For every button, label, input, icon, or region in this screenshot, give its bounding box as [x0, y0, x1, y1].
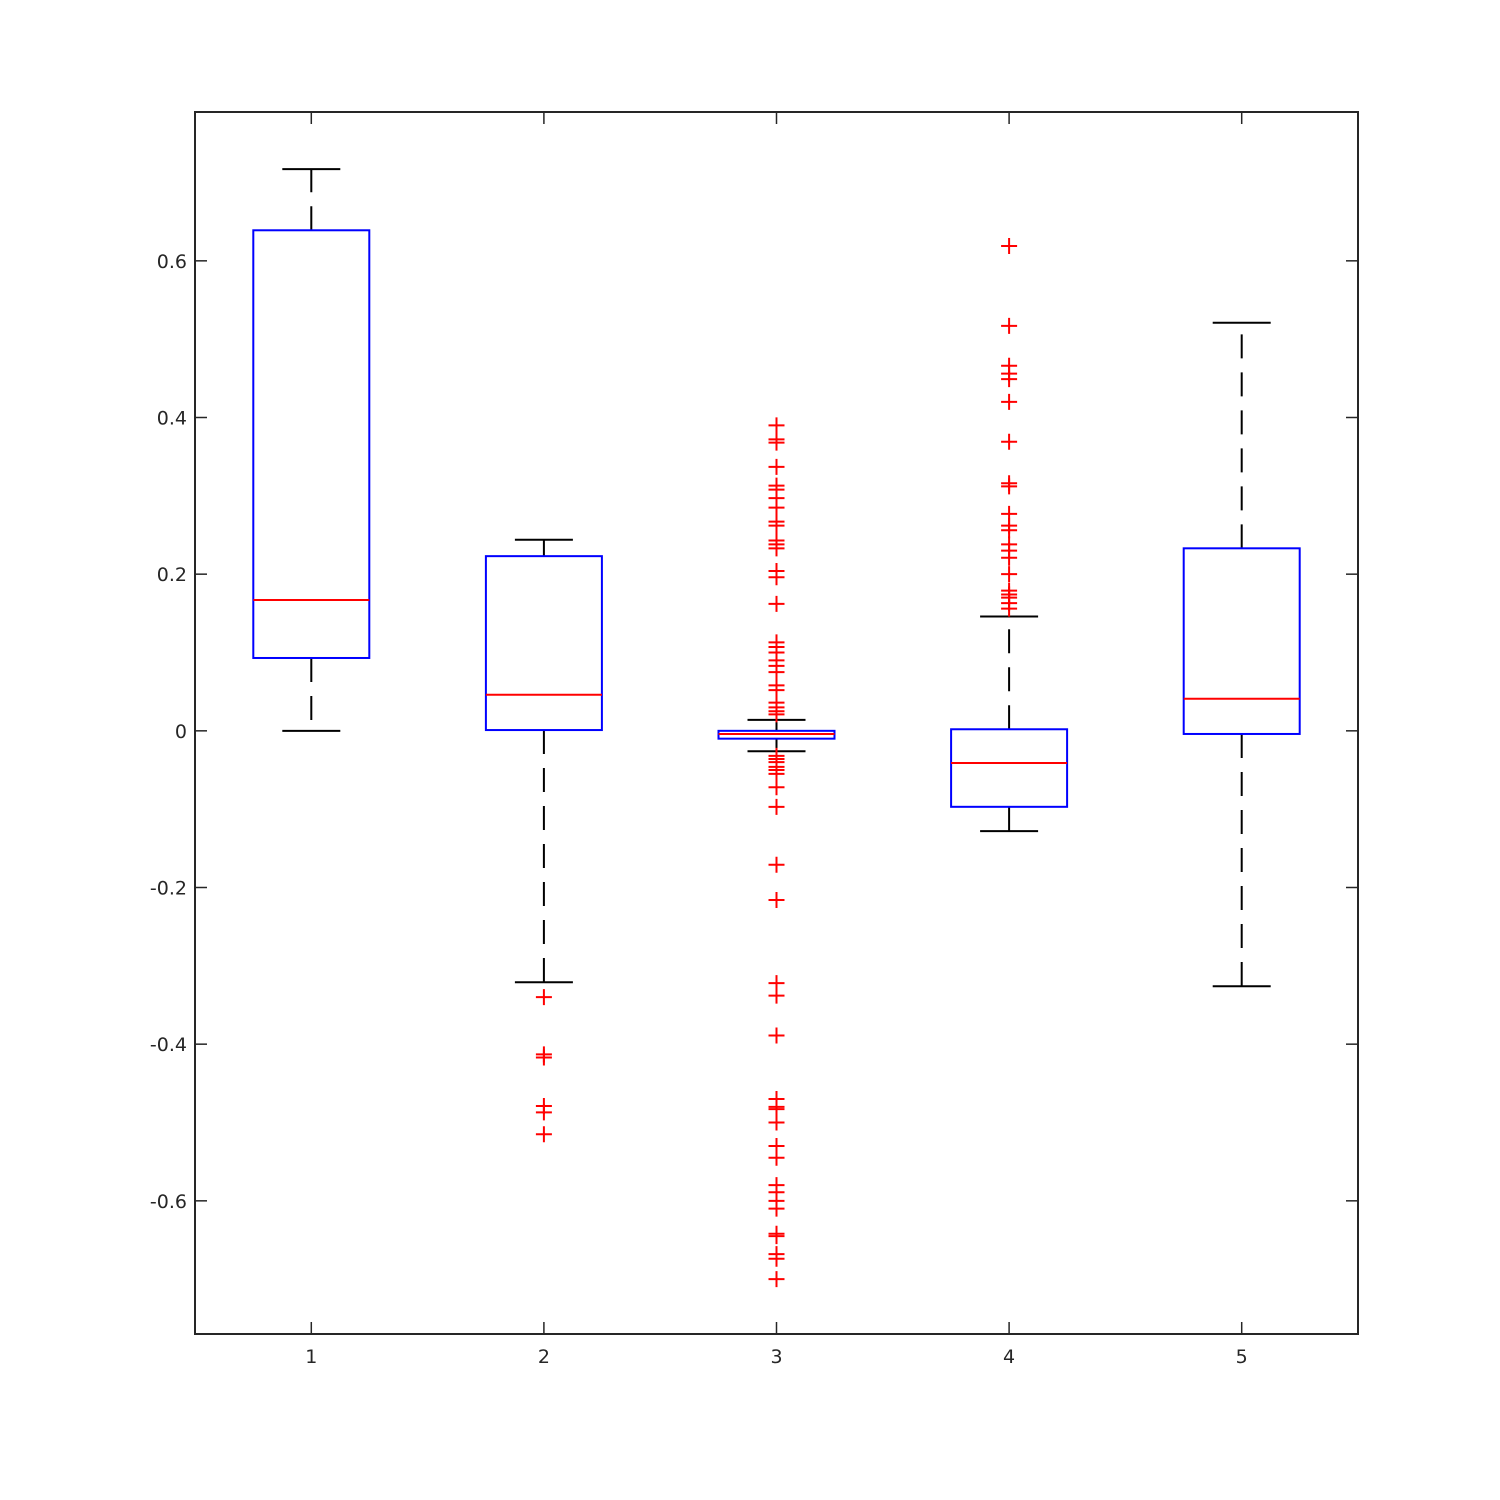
- outlier-marker: [1001, 393, 1018, 410]
- outlier-marker: [768, 458, 785, 475]
- outlier-marker: [768, 1271, 785, 1288]
- outlier-marker: [768, 892, 785, 909]
- y-tick-label: 0.2: [157, 564, 187, 586]
- outlier-marker: [768, 987, 785, 1004]
- outlier-marker: [768, 417, 785, 434]
- x-tick-label: 4: [1003, 1346, 1015, 1368]
- box-iqr: [484, 555, 603, 732]
- outlier-marker: [768, 1200, 785, 1217]
- outlier-marker: [535, 1126, 552, 1143]
- outlier-marker: [1001, 600, 1018, 617]
- outlier-marker: [768, 517, 785, 534]
- outlier-marker: [768, 1149, 785, 1166]
- outlier-marker: [768, 595, 785, 612]
- x-tick-label: 3: [770, 1346, 782, 1368]
- box-group-4: [950, 237, 1069, 833]
- outlier-marker: [535, 989, 552, 1006]
- outlier-marker: [768, 1250, 785, 1267]
- outlier-marker: [1001, 522, 1018, 539]
- outlier-marker: [535, 1104, 552, 1121]
- outlier-marker: [768, 798, 785, 815]
- outlier-marker: [768, 569, 785, 586]
- outlier-marker: [1001, 317, 1018, 334]
- outlier-marker: [768, 779, 785, 796]
- outlier-marker: [768, 856, 785, 873]
- box-iqr: [1182, 547, 1301, 735]
- box-group-2: [484, 538, 603, 1143]
- outlier-marker: [768, 1228, 785, 1245]
- outlier-marker: [768, 434, 785, 451]
- x-tick-label: 1: [305, 1346, 317, 1368]
- y-tick-label: 0.6: [157, 251, 187, 273]
- outlier-marker: [1001, 478, 1018, 495]
- outlier-marker: [1001, 433, 1018, 450]
- outlier-marker: [768, 499, 785, 516]
- y-tick-label: -0.4: [150, 1034, 187, 1056]
- y-tick-label: -0.2: [150, 878, 187, 900]
- outlier-marker: [535, 1049, 552, 1066]
- outlier-marker: [768, 1027, 785, 1044]
- box-iqr: [252, 229, 371, 659]
- box-iqr: [950, 728, 1069, 808]
- box-group-5: [1182, 321, 1301, 988]
- outlier-marker: [1001, 549, 1018, 566]
- box-group-1: [252, 168, 371, 732]
- outlier-marker: [768, 540, 785, 557]
- outlier-marker: [768, 1114, 785, 1131]
- plot-area: [252, 168, 1301, 1288]
- outlier-marker: [768, 706, 785, 723]
- y-tick-label: 0: [175, 721, 187, 743]
- outlier-marker: [1001, 566, 1018, 583]
- outlier-marker: [1001, 371, 1018, 388]
- x-tick-label: 5: [1236, 1346, 1248, 1368]
- x-tick-label: 2: [538, 1346, 550, 1368]
- axis-ticks: 1 2 3 4 5 -0.6 -0.4 -0.2 0 0.2 0.4 0.6: [150, 112, 1358, 1368]
- y-tick-label: -0.6: [150, 1191, 187, 1213]
- y-tick-label: 0.4: [157, 408, 187, 430]
- box-group-3: [717, 417, 836, 1288]
- outlier-marker: [1001, 237, 1018, 254]
